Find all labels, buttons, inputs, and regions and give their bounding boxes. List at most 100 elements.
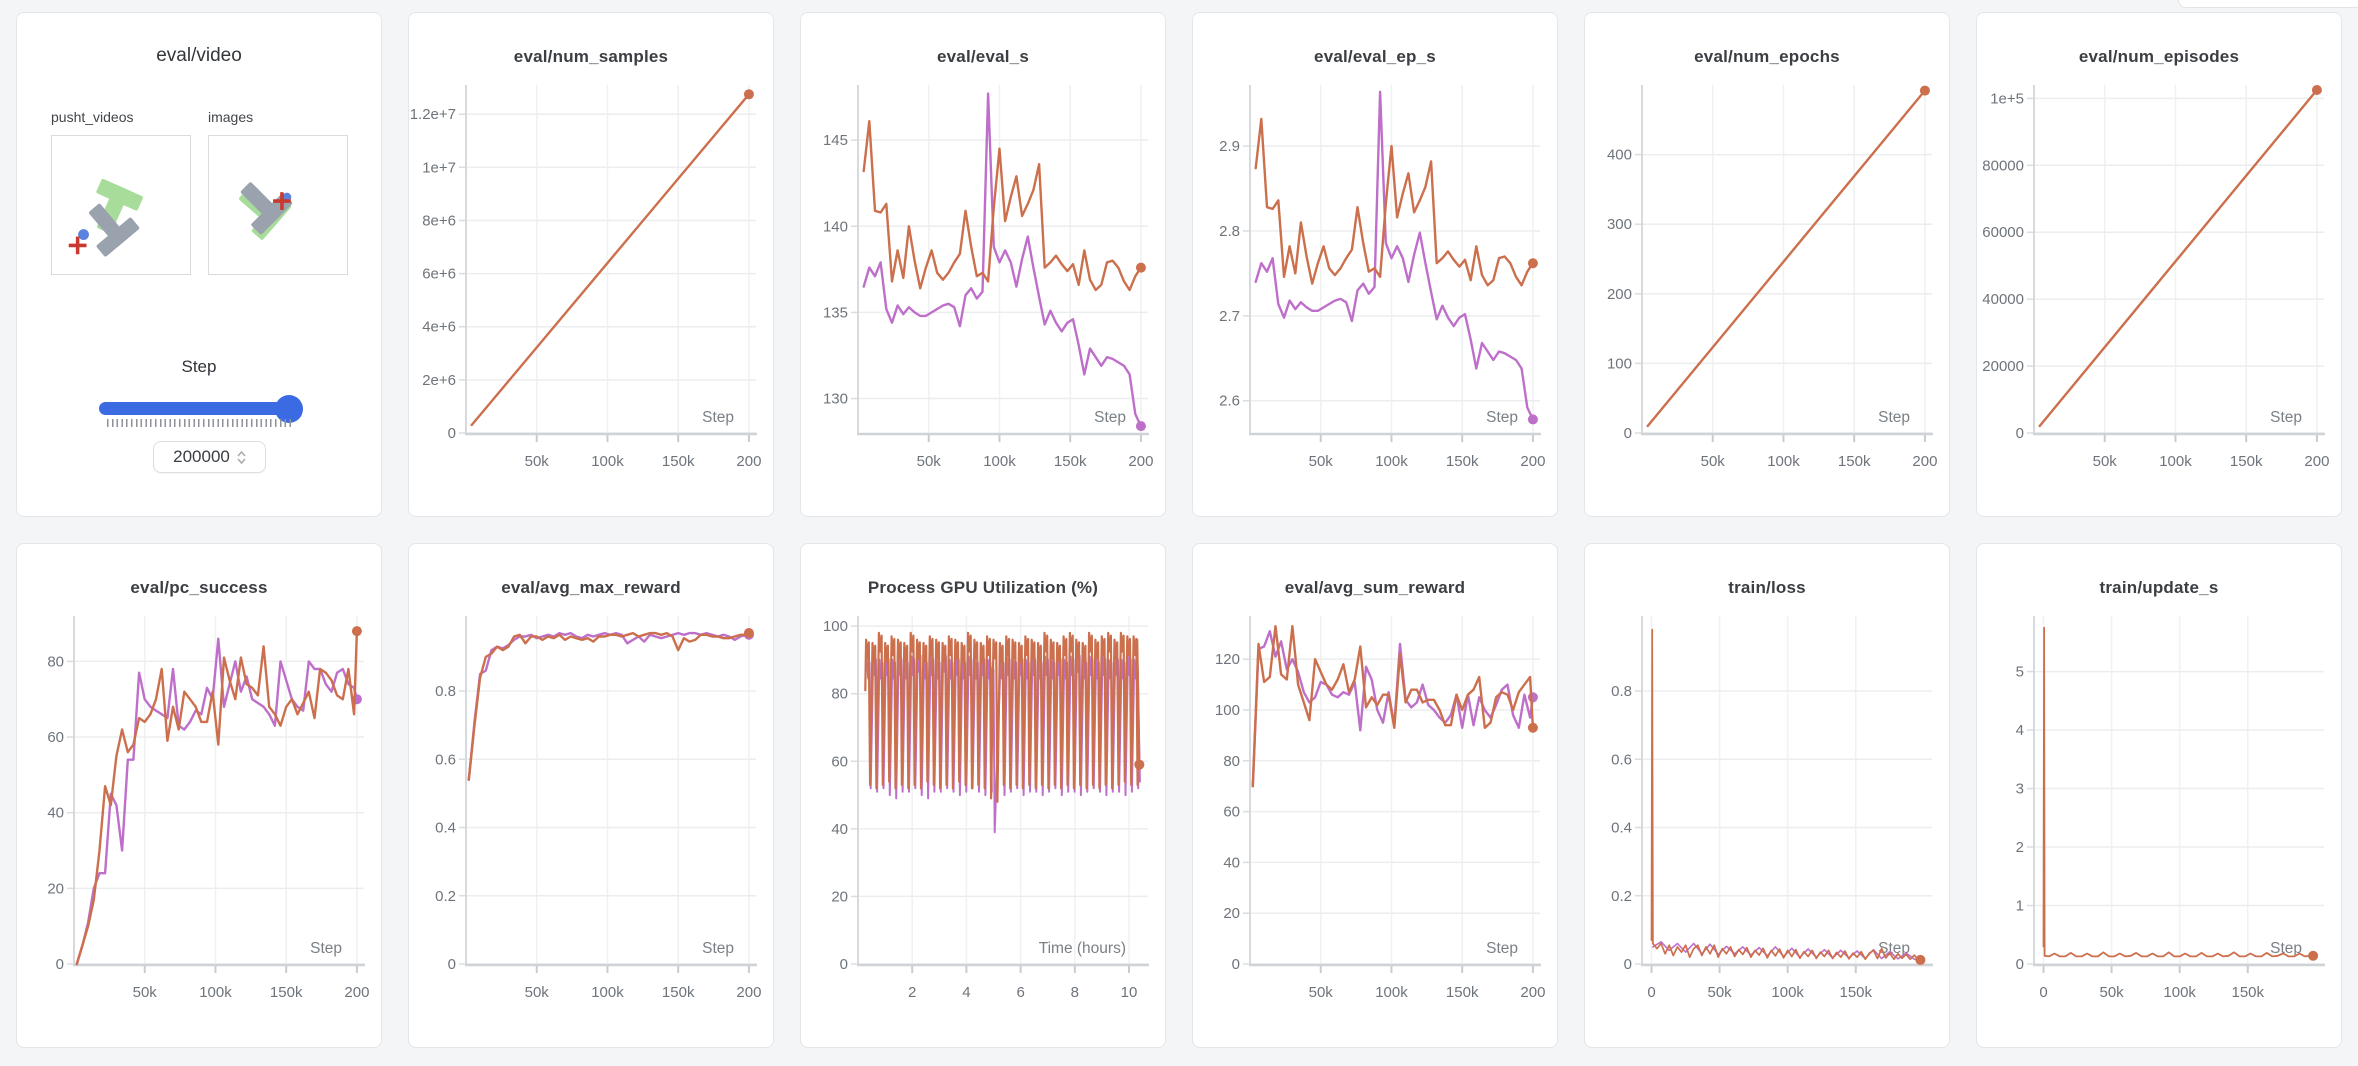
x-tick-label: 50k	[1309, 453, 1334, 470]
y-tick-label: 0.6	[1611, 751, 1632, 768]
x-tick-label: 100k	[983, 453, 1016, 470]
x-tick-label: 150k	[662, 984, 695, 1001]
x-tick-label: 50k	[1701, 453, 1726, 470]
chart-train-loss[interactable]: 0 50k 100k 150k 0 0.2 0.4 0.6 0.8 Step	[1585, 602, 1949, 1017]
series-end-dot	[2308, 950, 2319, 961]
x-tick-label: 100k	[1767, 453, 1800, 470]
series-run-orange	[2038, 88, 2319, 428]
images-thumbnail[interactable]	[208, 135, 348, 275]
series-run-orange	[1254, 117, 1535, 287]
panel-eval-num-samples: eval/num_samples 50k 100k 150k 200 0 2e+6 4e+6 6…	[408, 12, 774, 517]
series-end-dot	[743, 628, 754, 639]
series-run-orange	[1646, 89, 1927, 428]
chart-eval-eval-s[interactable]: 50k 100k 150k 200 130 135 140 145 Step	[801, 71, 1165, 486]
step-value-input[interactable]: 200000	[153, 441, 266, 473]
y-tick-label: 40	[47, 805, 64, 822]
panel-process-gpu-utilization: Process GPU Utilization (%) 2 4 6 8 10 0 20 40 60…	[800, 543, 1166, 1048]
y-tick-label: 130	[823, 391, 848, 408]
chart-train-update-s[interactable]: 0 50k 100k 150k 0 1 2 3 4 5 Step	[1977, 602, 2341, 1017]
step-slider-track[interactable]	[99, 402, 301, 415]
gray-t-shape	[89, 203, 140, 257]
x-tick-label: 8	[1071, 984, 1079, 1001]
x-tick-label: 200	[1520, 984, 1545, 1001]
panel-train-update-s: train/update_s 0 50k 100k 150k 0 1 2 3 4 5 Step	[1976, 543, 2342, 1048]
image-thumb-caption: images	[208, 109, 254, 125]
y-tick-label: 300	[1607, 216, 1632, 233]
series-end-dot	[2311, 85, 2322, 96]
y-tick-label: 0.8	[435, 683, 456, 700]
y-tick-label: 0.6	[435, 751, 456, 768]
series-run-orange	[2042, 626, 2315, 958]
y-tick-label: 0	[56, 956, 64, 973]
x-axis-label: Step	[310, 940, 342, 957]
chart-title: eval/num_epochs	[1694, 47, 1840, 66]
y-tick-label: 2e+6	[422, 372, 456, 389]
pusht-video-frame	[68, 178, 143, 257]
x-tick-label: 100k	[591, 984, 624, 1001]
y-tick-label: 6e+6	[422, 266, 456, 283]
y-tick-label: 60	[1223, 804, 1240, 821]
chart-eval-eval-ep-s[interactable]: 50k 100k 150k 200 2.6 2.7 2.8 2.9 Step	[1193, 71, 1557, 486]
panel-eval-video: eval/video pusht_videos images	[16, 12, 382, 517]
goal-cross	[68, 236, 87, 255]
x-tick-label: 150k	[270, 984, 303, 1001]
chart-eval-pc-success[interactable]: 50k 100k 150k 200 0 20 40 60 80 Step	[17, 602, 381, 1017]
y-tick-label: 0	[2016, 956, 2024, 973]
y-tick-label: 20	[1223, 905, 1240, 922]
chart-title: eval/num_episodes	[2078, 47, 2240, 66]
x-tick-label: 50k	[525, 453, 550, 470]
x-axis-label: Step	[1094, 409, 1126, 426]
x-tick-label: 100k	[591, 453, 624, 470]
y-tick-label: 1e+5	[1990, 90, 2024, 107]
step-slider-thumb[interactable]	[275, 395, 303, 423]
panel-eval-avg-sum-reward: eval/avg_sum_reward 50k 100k 150k 200 0 20 40 60…	[1192, 543, 1558, 1048]
x-tick-label: 100k	[2159, 453, 2192, 470]
panel-train-loss: train/loss 0 50k 100k 150k 0 0.2 0.4 0.6 0.8 Step	[1584, 543, 1950, 1048]
x-tick-label: 200	[1912, 453, 1937, 470]
y-tick-label: 145	[823, 132, 848, 149]
step-value: 200000	[173, 447, 230, 466]
series-end-dot	[1135, 421, 1146, 432]
y-tick-label: 1	[2016, 898, 2024, 915]
chevron-down-icon[interactable]	[237, 457, 246, 464]
x-tick-label: 6	[1016, 984, 1024, 1001]
y-tick-label: 60	[47, 729, 64, 746]
y-tick-label: 40	[831, 821, 848, 838]
x-tick-label: 50k	[2100, 984, 2125, 1001]
x-tick-label: 200	[1128, 453, 1153, 470]
x-tick-label: 4	[962, 984, 970, 1001]
video-thumb-caption: pusht_videos	[51, 109, 134, 125]
series-run-orange	[862, 120, 1143, 292]
panel-eval-num-epochs: eval/num_epochs 50k 100k 150k 200 0 100 200 300 4…	[1584, 12, 1950, 517]
x-tick-label: 100k	[2163, 984, 2196, 1001]
stepper-arrows[interactable]	[237, 450, 246, 464]
x-tick-label: 50k	[1708, 984, 1733, 1001]
x-tick-label: 150k	[662, 453, 695, 470]
y-tick-label: 60000	[1982, 224, 2024, 241]
series-end-dot	[1527, 414, 1538, 425]
series-run-orange	[75, 629, 359, 966]
series-end-dot	[1134, 759, 1145, 770]
y-tick-label: 400	[1607, 147, 1632, 164]
y-tick-label: 2.9	[1219, 138, 1240, 155]
agent-dot	[78, 229, 89, 240]
chevron-up-icon[interactable]	[237, 450, 246, 457]
y-tick-label: 100	[1215, 702, 1240, 719]
series-run-orange	[1650, 628, 1922, 961]
panel-eval-num-episodes: eval/num_episodes 50k 100k 150k 200 0 20000 400…	[1976, 12, 2342, 517]
panel-eval-eval-ep-s: eval/eval_ep_s 50k 100k 150k 200 2.6 2.7 2.8 2.9…	[1192, 12, 1558, 517]
chart-title: train/update_s	[2099, 578, 2219, 597]
y-tick-label: 2	[2016, 839, 2024, 856]
y-tick-label: 135	[823, 304, 848, 321]
x-tick-label: 50k	[1309, 984, 1334, 1001]
chart-eval-avg-max-reward[interactable]: 50k 100k 150k 200 0 0.2 0.4 0.6 0.8 Step	[409, 602, 773, 1017]
pusht-video-thumbnail[interactable]	[51, 135, 191, 275]
chart-eval-num-episodes[interactable]: 50k 100k 150k 200 0 20000 40000 60000 80000 1e+5 S…	[1977, 71, 2341, 486]
y-tick-label: 80000	[1982, 157, 2024, 174]
x-axis-label: Step	[2270, 940, 2302, 957]
chart-eval-num-samples[interactable]: 50k 100k 150k 200 0 2e+6 4e+6 6e+6 8e+6 1e+7 1.2e+…	[409, 71, 773, 486]
chart-eval-num-epochs[interactable]: 50k 100k 150k 200 0 100 200 300 400 Step	[1585, 71, 1949, 486]
chart-eval-avg-sum-reward[interactable]: 50k 100k 150k 200 0 20 40 60 80 100 120 Step	[1193, 602, 1557, 1017]
